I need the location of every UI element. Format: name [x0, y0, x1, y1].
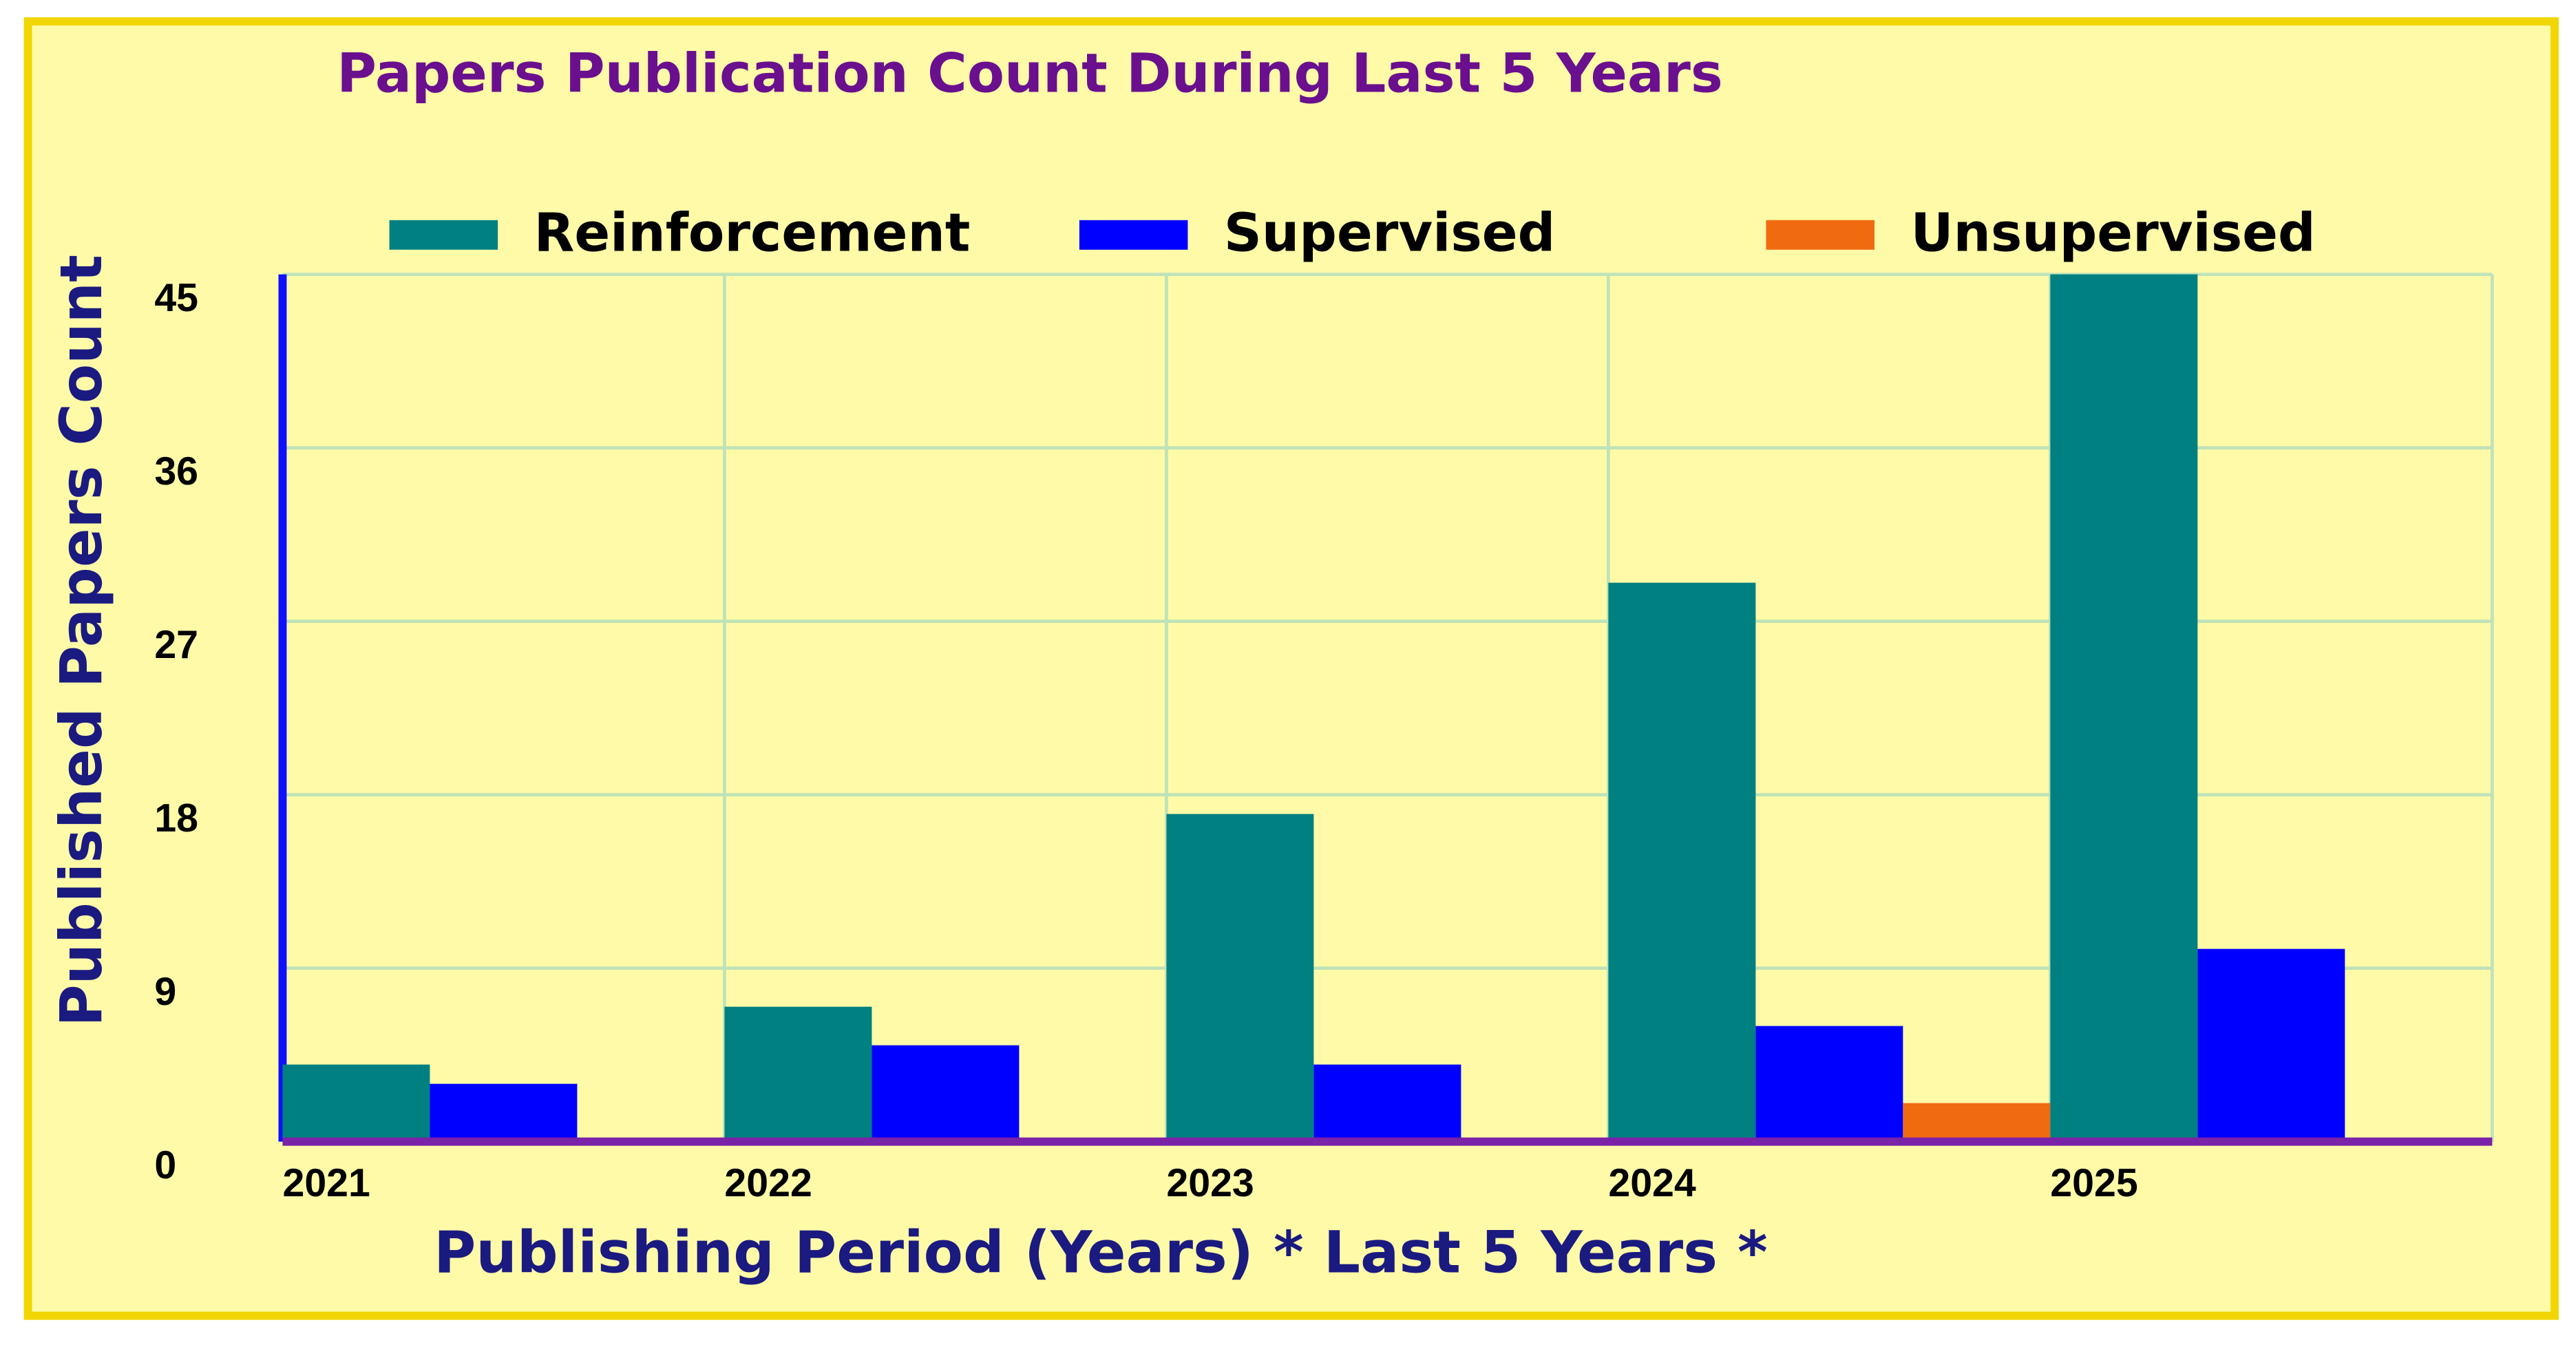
bar: [872, 1045, 1020, 1142]
x-tick-label: 2023: [1166, 1161, 1254, 1205]
bar: [430, 1083, 578, 1142]
chart-title: Papers Publication Count During Last 5 Y…: [337, 42, 1723, 105]
bar: [1166, 814, 1314, 1142]
bar: [2197, 948, 2345, 1142]
x-tick-label: 2024: [1608, 1161, 1696, 1205]
y-tick-label: 9: [154, 970, 176, 1014]
y-tick-label: 36: [154, 449, 198, 494]
bar: [1608, 582, 1756, 1142]
bar: [1313, 1064, 1461, 1142]
legend-swatch: [1079, 220, 1188, 250]
y-tick-label: 45: [154, 276, 198, 320]
x-tick-label: 2025: [2050, 1161, 2137, 1205]
legend-label: Reinforcement: [534, 203, 971, 264]
legend-label: Unsupervised: [1910, 203, 2315, 264]
bar: [1755, 1026, 1903, 1142]
y-tick-label: 0: [154, 1143, 176, 1187]
x-tick-label: 2021: [282, 1161, 370, 1205]
bar: [282, 1064, 430, 1142]
legend-label: Supervised: [1224, 203, 1555, 264]
legend-swatch: [389, 220, 498, 250]
y-tick-label: 18: [154, 796, 198, 840]
x-tick-label: 2022: [724, 1161, 812, 1205]
y-axis-title: Published Papers Count: [47, 255, 115, 1027]
bar: [724, 1006, 872, 1142]
bar: [1903, 1103, 2051, 1142]
legend-swatch: [1766, 220, 1875, 250]
x-axis-title: Publishing Period (Years) * Last 5 Years…: [434, 1219, 1768, 1286]
bar: [2050, 274, 2198, 1142]
y-tick-label: 27: [154, 623, 198, 667]
